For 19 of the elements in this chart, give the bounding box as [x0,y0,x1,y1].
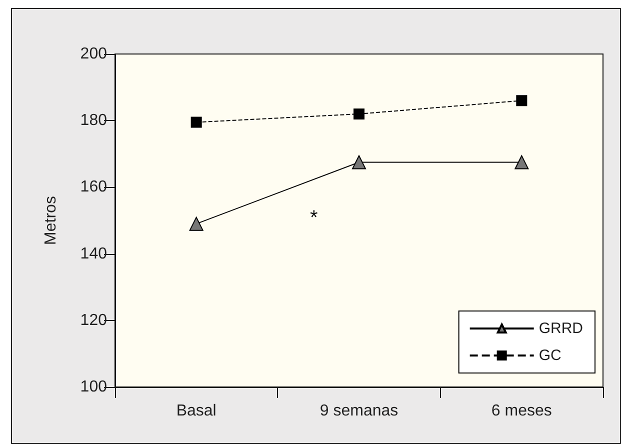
y-tick-label: 100 [80,378,108,396]
x-tick-label: Basal [176,402,216,420]
legend-label: GRRD [538,320,584,337]
point [190,116,202,128]
point [354,108,364,120]
annotation: * [310,207,318,229]
y-tick-label: 120 [80,312,108,329]
point [516,95,528,106]
point [514,155,529,170]
point [352,155,366,170]
y-tick-label: 200 [80,46,108,62]
y-tick-label: 140 [80,245,108,262]
y-tick-label: 160 [80,178,108,196]
y-tick-label: 180 [80,112,108,130]
point [189,216,204,231]
x-tick-label: 6 meses [491,402,552,420]
x-tick-label: 9 semanas [320,402,398,420]
legend-label: GC [538,347,562,364]
y-axis-title: Metros [42,196,60,245]
